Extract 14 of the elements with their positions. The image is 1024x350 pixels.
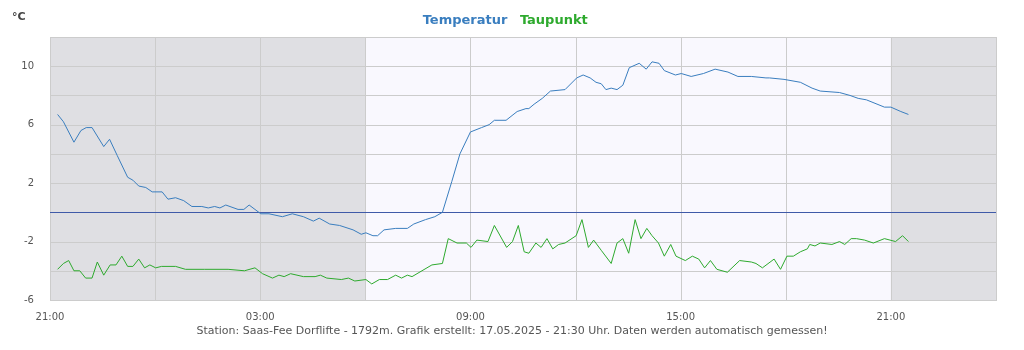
text: Taupunkt [519, 11, 588, 27]
x-tick-label: 21:00 [876, 310, 906, 322]
text: Station: Saas-Fee Dorflifte - 1792m. Grafik erstellt: 17.05.2025 - 21:30 Uhr. Daten werden automatisch gemessen! [195, 324, 829, 337]
y-tick-label: 6 [27, 118, 34, 130]
y-tick-label: 10 [21, 59, 34, 71]
y-tick-label: -2 [24, 235, 34, 247]
x-tick-label: 09:00 [456, 310, 485, 322]
y-tick-label: 2 [27, 176, 34, 188]
x-tick-label: 21:00 [35, 310, 65, 322]
text: Temperatur [422, 11, 508, 27]
y-tick-label: -6 [24, 293, 34, 305]
y-axis-title: °C [12, 10, 26, 23]
x-tick-label: 03:00 [245, 310, 275, 322]
x-tick-label: 15:00 [666, 310, 696, 322]
